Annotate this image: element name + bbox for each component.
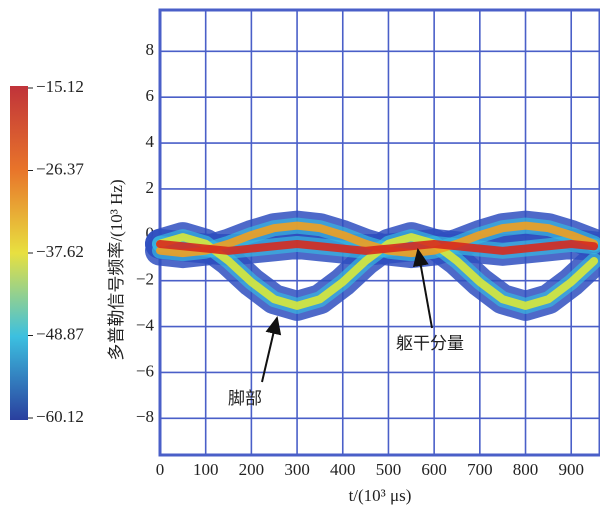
- colorbar-tick-label: −26.37: [36, 159, 84, 178]
- colorbar-tick-label: −60.12: [36, 407, 84, 426]
- x-tick-label: 900: [558, 460, 584, 479]
- y-tick-label: 4: [146, 132, 155, 151]
- x-tick-label: 600: [421, 460, 447, 479]
- annotation-arrow: [261, 316, 282, 383]
- y-tick-label: 6: [146, 86, 155, 105]
- y-tick-label: −2: [136, 270, 154, 289]
- y-tick-label: −4: [136, 315, 155, 334]
- y-axis-label: 多普勒信号频率/(10³ Hz): [107, 179, 126, 360]
- x-tick-label: 0: [156, 460, 165, 479]
- x-tick-label: 500: [376, 460, 402, 479]
- annotation: 躯干分量: [396, 334, 464, 353]
- colorbar-tick-label: −15.12: [36, 77, 84, 96]
- colorbar-tick-label: −37.62: [36, 242, 84, 261]
- x-tick-label: 300: [284, 460, 310, 479]
- y-tick-label: −6: [136, 361, 154, 380]
- annotation: 脚部: [228, 389, 262, 408]
- annotation-arrow: [412, 248, 433, 329]
- x-axis-label: t/(10³ μs): [349, 486, 412, 505]
- colorbar: [10, 86, 28, 420]
- colorbar-tick-label: −48.87: [36, 324, 84, 343]
- y-tick-label: 8: [146, 40, 155, 59]
- x-tick-label: 400: [330, 460, 356, 479]
- x-tick-label: 700: [467, 460, 493, 479]
- x-tick-label: 100: [193, 460, 219, 479]
- spectral-ridge: [156, 239, 599, 255]
- y-tick-label: 2: [146, 178, 155, 197]
- y-tick-label: −8: [136, 407, 154, 426]
- x-tick-label: 200: [239, 460, 265, 479]
- x-tick-label: 800: [513, 460, 539, 479]
